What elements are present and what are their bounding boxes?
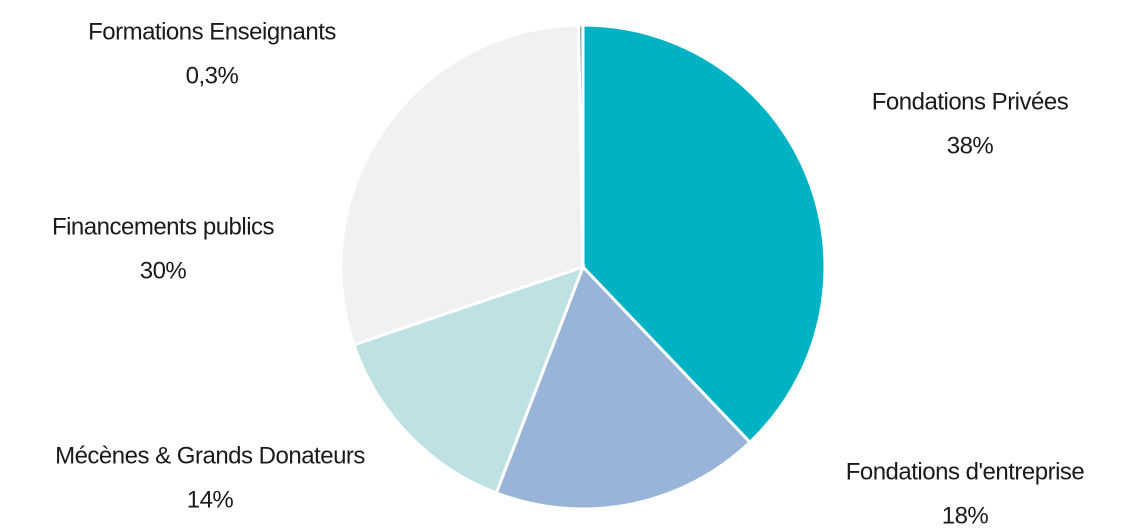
slice-value-label: 0,3% bbox=[186, 62, 239, 89]
slice-value-label: 18% bbox=[942, 502, 989, 529]
slice-label: Fondations Privées bbox=[872, 88, 1069, 115]
slice-label: Formations Enseignants bbox=[88, 18, 336, 45]
pie-slice bbox=[576, 23, 585, 268]
slice-value-label: 14% bbox=[187, 486, 234, 513]
slice-label: Fondations d'entreprise bbox=[846, 458, 1085, 485]
slice-value-label: 38% bbox=[947, 132, 994, 159]
pie-slice bbox=[351, 264, 586, 495]
pie-slice bbox=[581, 23, 827, 445]
pie-slice bbox=[339, 23, 585, 347]
slice-label: Financements publics bbox=[52, 213, 275, 240]
slice-label: Mécènes & Grands Donateurs bbox=[55, 442, 365, 469]
slice-value-label: 30% bbox=[140, 257, 187, 284]
pie-slice bbox=[494, 264, 753, 511]
